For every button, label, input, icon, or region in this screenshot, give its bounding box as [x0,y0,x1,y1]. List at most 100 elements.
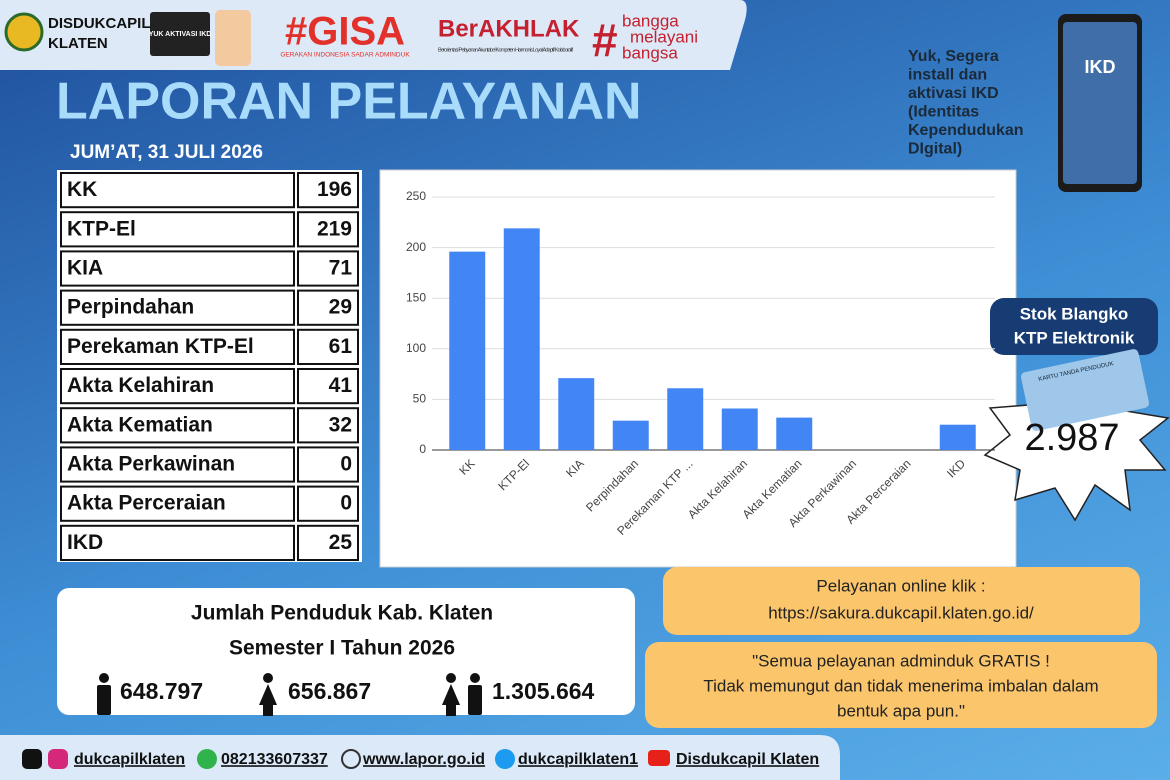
promo-line: install dan [908,67,987,84]
male-count: 648.797 [120,678,203,704]
table-label: Akta Kematian [67,413,213,436]
promo-line: Yuk, Segera [908,48,999,65]
youtube-icon [648,750,670,766]
table-cell [60,485,295,522]
promo-line: aktivasi IKD [908,85,999,102]
stock-title: KTP Elektronik [1014,328,1135,347]
gisa: #GISA [285,10,405,54]
table-value: 0 [340,453,352,476]
table-cell [297,446,359,483]
table-cell [297,172,359,209]
id-card [1021,349,1149,431]
twitter-icon [495,749,515,769]
table-cell [297,250,359,287]
table-cell [297,407,359,444]
table-value: 71 [329,257,353,280]
bar [449,251,486,450]
y-tick-label: 100 [406,341,426,355]
stock-title-box [990,298,1158,355]
table-label: Perpindahan [67,296,194,319]
bangga: melayani [630,27,698,46]
table-value: 41 [329,374,353,397]
hash: # [592,14,618,66]
footer [0,735,840,780]
ikd-badge-box [150,12,210,56]
bar [612,420,649,450]
online-box [663,567,1140,635]
table-cell [60,524,295,561]
tiktok-icon [22,749,42,769]
population-box [57,588,635,715]
person-icons [97,673,482,716]
berakhlak: BerAKHLAK [438,15,580,42]
table-label: Akta Kelahiran [67,374,214,397]
stock-title: Stok Blangko [1020,304,1129,323]
table-cell [60,407,295,444]
table-cell [60,446,295,483]
table-label: KIA [67,257,103,280]
chart-panel [379,169,1017,568]
online-url[interactable]: https://sakura.dukcapil.klaten.go.id/ [768,603,1034,622]
instagram[interactable]: dukcapilklaten [74,751,185,768]
phone-text: IKD [1085,57,1116,77]
notice-box [645,642,1157,728]
org-region: KLATEN [48,35,108,52]
org-name: DISDUKCAPIL [48,15,151,32]
bar [721,408,758,450]
bar [558,378,595,450]
table-cell [60,172,295,209]
table-value: 61 [329,335,353,358]
stock-value: 2.987 [1024,417,1119,459]
whatsapp-icon [197,749,217,769]
title: LAPORAN PELAYANAN [56,73,642,131]
table-cell [60,211,295,248]
bar [667,388,704,450]
table-value: 0 [340,492,352,515]
ikd-badge: YUK AKTIVASI IKD [149,31,212,38]
bangga: bangsa [622,43,678,62]
table-label: Akta Perkawinan [67,453,235,476]
population-title: Semester I Tahun 2026 [229,637,455,660]
gisa-sub: GERAKAN INDONESIA SADAR ADMINDUK [280,52,410,59]
bar [939,424,976,450]
table-cell [60,328,295,365]
whatsapp[interactable]: 082133607337 [221,751,328,768]
table-label: IKD [67,531,103,554]
notice: Tidak memungut dan tidak menerima imbala… [703,676,1098,695]
table-value: 25 [329,531,353,554]
table-value: 219 [317,217,352,240]
notice: bentuk apa pun." [837,701,965,720]
table-cell [297,524,359,561]
web-icon [341,749,361,769]
online-label: Pelayanan online klik : [816,576,985,595]
table [57,170,362,562]
bangga: bangga [622,11,679,30]
table-cell [297,485,359,522]
y-tick-label: 200 [406,240,426,254]
female-count: 656.867 [288,678,371,704]
twitter[interactable]: dukcapilklaten1 [518,751,638,768]
table-label: Perekaman KTP-El [67,335,254,358]
promo-line: DIgital) [908,141,962,158]
hand-phone [215,10,251,66]
table-cell [297,328,359,365]
notice: "Semua pelayanan adminduk GRATIS ! [752,651,1050,670]
web[interactable]: www.lapor.go.id [362,751,485,768]
table-cell [297,289,359,326]
y-tick-label: 50 [413,392,427,406]
table-label: KK [67,178,97,201]
table-value: 196 [317,178,352,201]
promo-line: (Identitas [908,104,979,121]
youtube[interactable]: Disdukcapil Klaten [676,751,819,768]
table-label: KTP-El [67,217,136,240]
bar [503,228,540,450]
table-label: Akta Perceraian [67,492,226,515]
date: JUM’AT, 31 JULI 2026 [70,142,263,163]
berakhlak-sub: Berorientasi Pelayanan Akuntabel Kompete… [438,47,573,53]
promo-line: Kependudukan [908,122,1024,139]
table-cell [60,289,295,326]
logo [4,12,44,52]
